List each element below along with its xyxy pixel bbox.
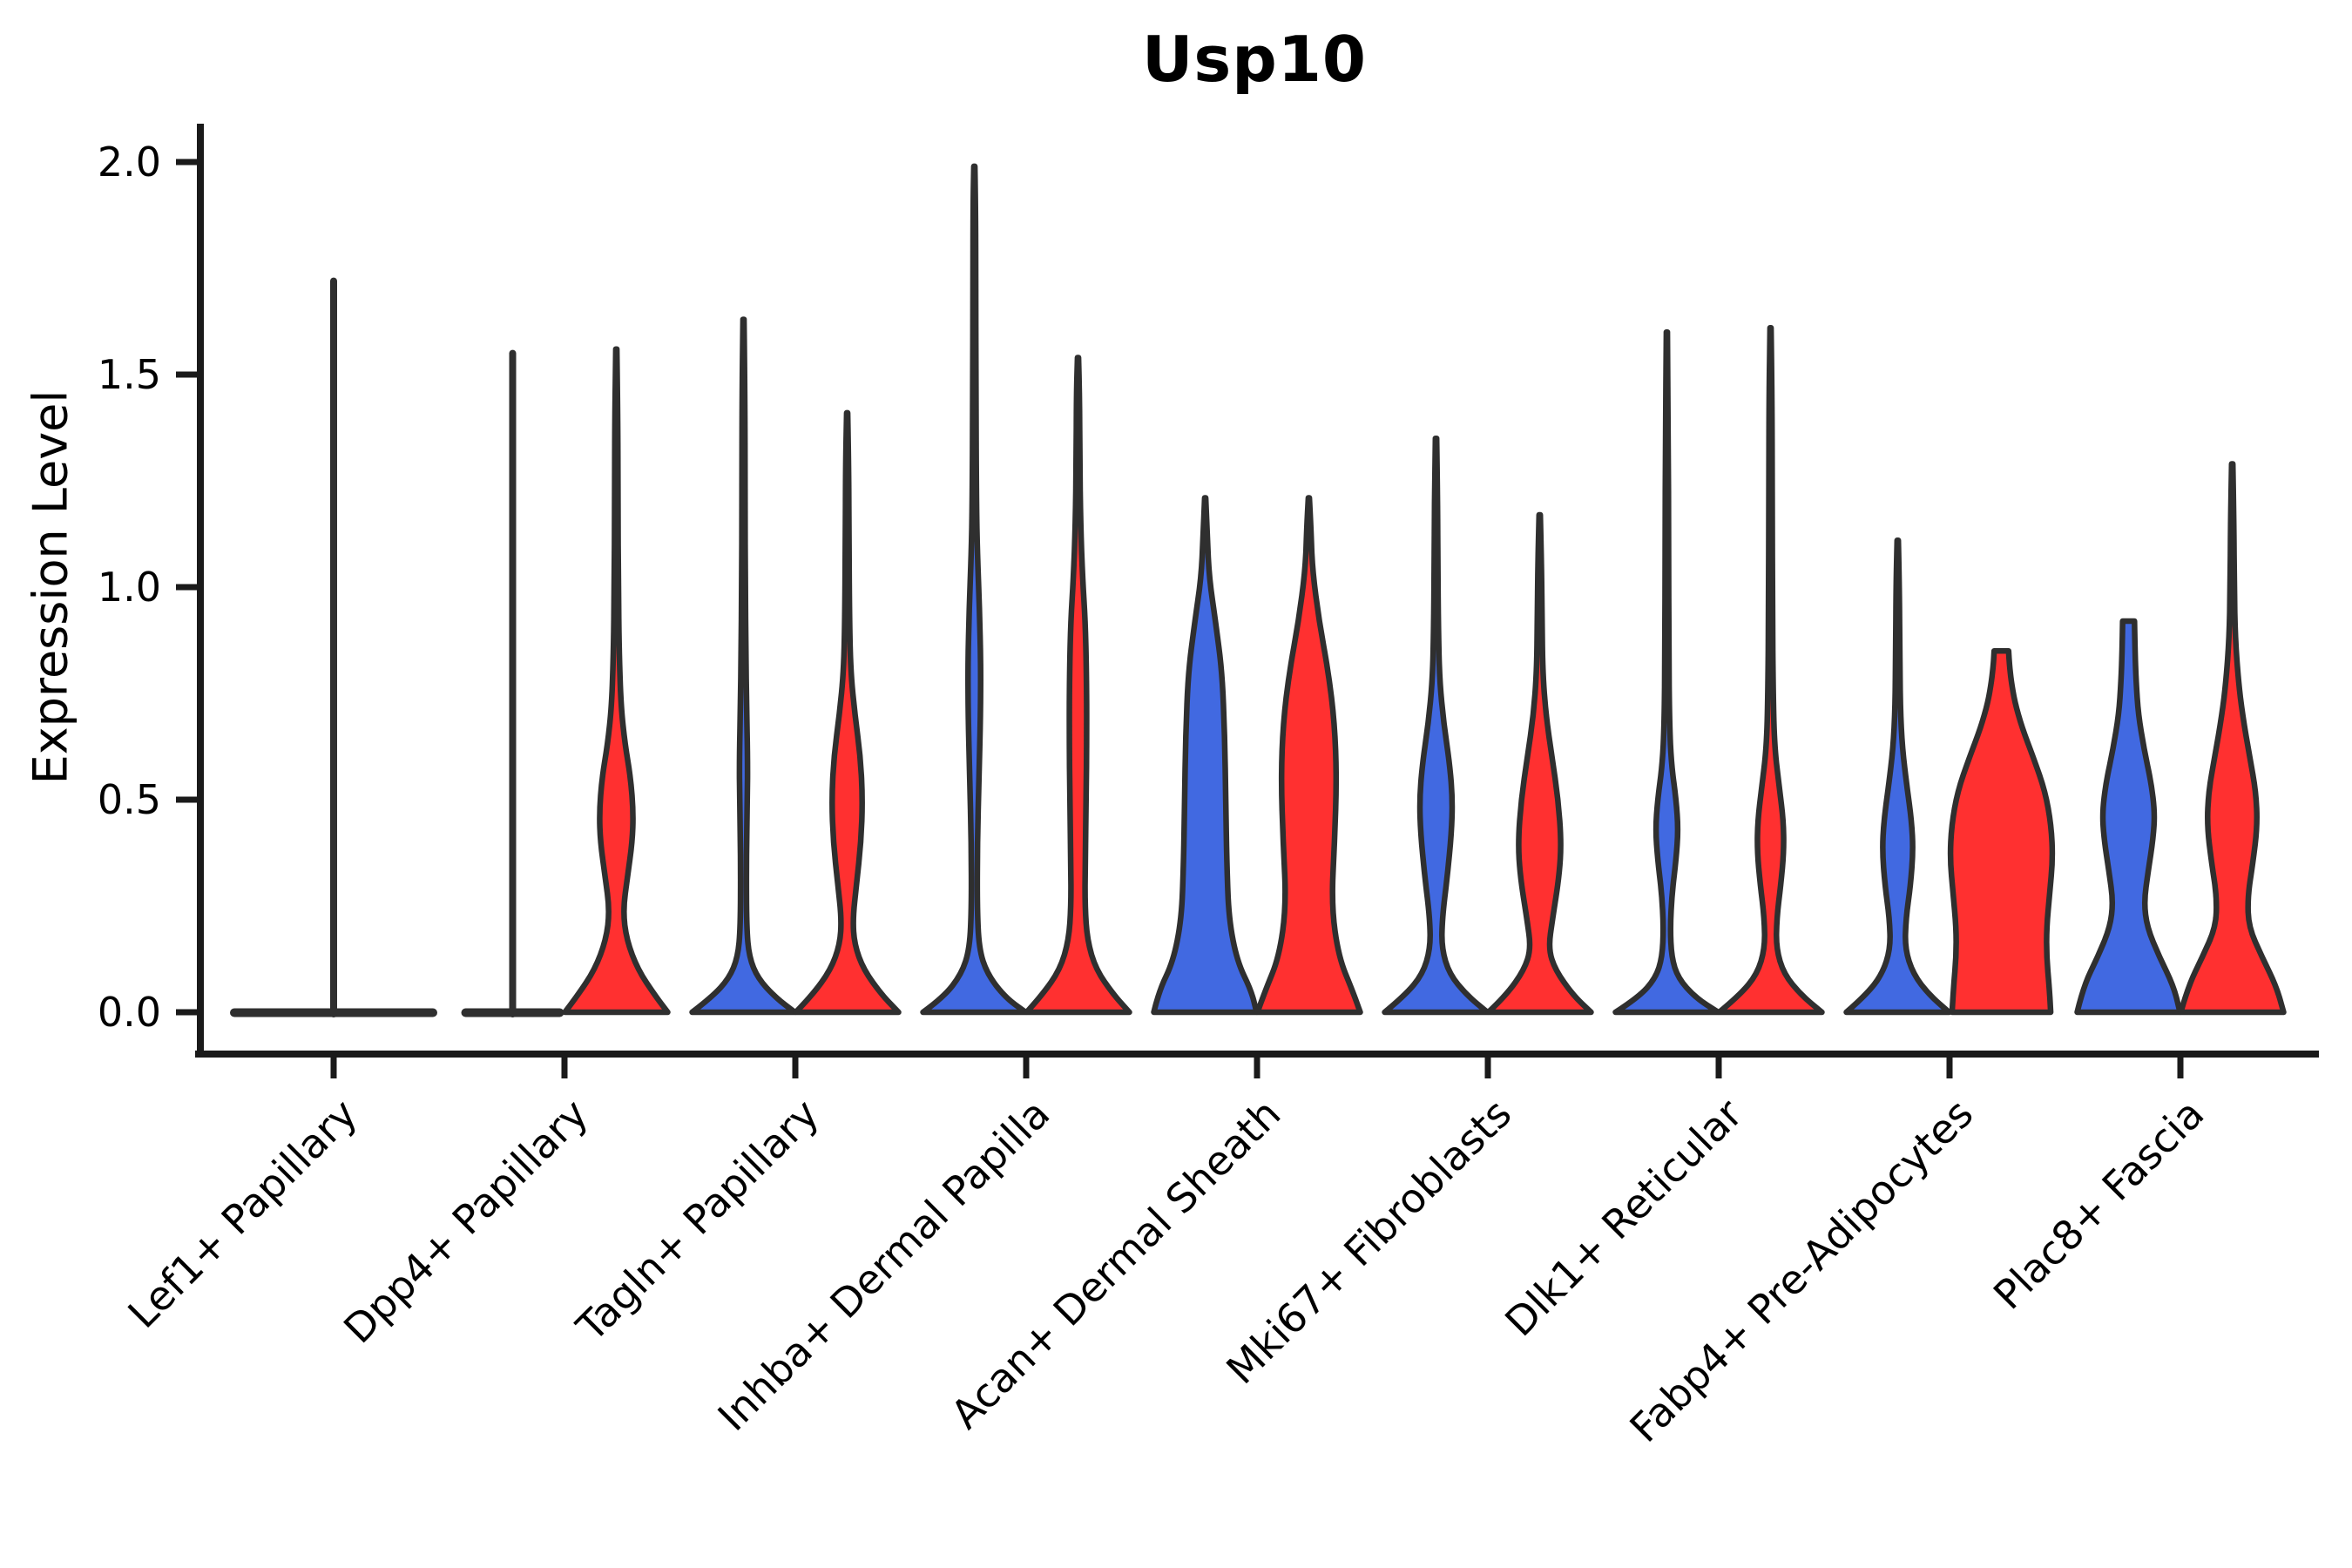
violin-acan-dermal-sheath-red <box>1254 495 1363 1016</box>
violin-group-dlk1-reticular <box>1612 325 1825 1016</box>
tick-marks <box>176 159 2184 1078</box>
y-tick-label-0.0: 0.0 <box>97 989 161 1036</box>
violin-group-acan-dermal-sheath <box>1151 495 1363 1016</box>
violin-group-fabp4-pre-adipocytes <box>1843 537 2056 1016</box>
violin-acan-dermal-sheath-blue <box>1151 495 1260 1016</box>
violin-group-plac8-fascia <box>2074 461 2287 1016</box>
violin-fabp4-pre-adipocytes-red <box>1947 647 2056 1016</box>
chart-title: Usp10 <box>1141 23 1368 96</box>
violin-inhba-dermal-papilla-blue <box>920 163 1029 1016</box>
violin-tagln-papillary-red <box>793 409 902 1016</box>
violin-group-inhba-dermal-papilla <box>920 163 1132 1016</box>
violin-group-lef1-papillary <box>230 277 437 1017</box>
violins <box>230 163 2287 1017</box>
violin-fabp4-pre-adipocytes-blue <box>1843 537 1952 1016</box>
violin-group-tagln-papillary <box>689 316 902 1016</box>
violin-dpp4-papillary-red <box>562 346 671 1016</box>
violin-inhba-dermal-papilla-red <box>1024 355 1132 1016</box>
y-tick-label-1.5: 1.5 <box>97 351 161 398</box>
violin-plac8-fascia-red <box>2178 461 2287 1016</box>
violin-dlk1-reticular-blue <box>1612 328 1721 1016</box>
violin-group-mki67-fibroblasts <box>1382 435 1594 1016</box>
y-tick-label-1.0: 1.0 <box>97 564 161 611</box>
violin-mki67-fibroblasts-red <box>1485 511 1594 1016</box>
violin-mki67-fibroblasts-blue <box>1382 435 1490 1016</box>
violin-group-dpp4-papillary <box>461 346 671 1017</box>
y-tick-label-2.0: 2.0 <box>97 139 161 186</box>
violin-tagln-papillary-blue <box>689 316 798 1016</box>
y-tick-label-0.5: 0.5 <box>97 776 161 823</box>
violin-dlk1-reticular-red <box>1716 325 1825 1016</box>
violin-plac8-fascia-blue <box>2074 618 2183 1016</box>
